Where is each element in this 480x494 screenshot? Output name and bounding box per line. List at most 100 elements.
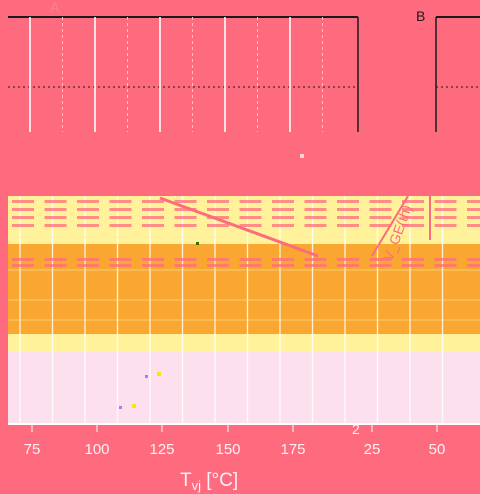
characteristic-curve-2 xyxy=(371,195,409,257)
band-yellow-lower xyxy=(8,334,480,356)
x-tick-label: 125 xyxy=(149,441,174,458)
stripe xyxy=(239,200,262,203)
stripe xyxy=(369,258,392,261)
stripe xyxy=(402,208,424,211)
stripe xyxy=(44,200,67,203)
stripe xyxy=(142,258,164,261)
stripe xyxy=(207,200,229,203)
stripe xyxy=(207,258,229,261)
stripe xyxy=(142,208,164,211)
stripe xyxy=(467,258,480,261)
stripe xyxy=(142,216,164,219)
stripe xyxy=(337,224,359,227)
stripe xyxy=(402,264,424,267)
stripe xyxy=(272,258,294,261)
stripe xyxy=(402,258,424,261)
band-orange xyxy=(8,244,480,336)
stripe xyxy=(272,200,294,203)
stripe xyxy=(44,258,67,261)
panel-marker-b: B xyxy=(416,8,425,24)
stripe xyxy=(239,224,262,227)
stripe xyxy=(12,224,34,227)
stripe xyxy=(434,264,457,267)
stripe xyxy=(272,264,294,267)
stripe xyxy=(369,208,392,211)
stripe xyxy=(402,216,424,219)
panel-marker-a: A xyxy=(50,0,60,15)
stripe xyxy=(467,224,480,227)
stripe xyxy=(174,264,197,267)
stripe xyxy=(304,216,327,219)
data-marker xyxy=(157,372,161,376)
stripe xyxy=(272,216,294,219)
data-marker xyxy=(300,154,304,158)
x-tick-label: 100 xyxy=(84,441,109,458)
stripe xyxy=(369,264,392,267)
top-panel-a: A xyxy=(8,0,359,132)
stripe xyxy=(142,200,164,203)
stripe xyxy=(174,208,197,211)
stripe xyxy=(142,264,164,267)
stripe xyxy=(337,216,359,219)
data-marker xyxy=(145,375,148,378)
stripe xyxy=(12,258,34,261)
stripe xyxy=(109,224,132,227)
main-plot: V_GE(th) xyxy=(8,154,480,425)
data-marker xyxy=(132,404,136,408)
stripe xyxy=(12,264,34,267)
stripe xyxy=(44,264,67,267)
x-tick-label: 25 xyxy=(364,441,381,458)
stripe xyxy=(402,200,424,203)
stripe xyxy=(77,264,99,267)
stripe xyxy=(337,208,359,211)
x-axis-label: Tvj [°C] xyxy=(180,470,238,493)
bottom-marker: 2 xyxy=(352,421,360,437)
stripe xyxy=(174,200,197,203)
stripe-rows xyxy=(12,200,480,267)
stripe xyxy=(434,200,457,203)
stripe xyxy=(304,224,327,227)
stripe xyxy=(207,264,229,267)
characteristic-curve xyxy=(159,196,319,258)
x-tick-label: 150 xyxy=(215,441,240,458)
stripe xyxy=(304,264,327,267)
stripe xyxy=(434,208,457,211)
x-axis-label-main: T xyxy=(180,470,192,491)
stripe xyxy=(44,224,67,227)
top-panel-a-grid xyxy=(29,17,323,132)
stripe xyxy=(207,208,229,211)
stripe xyxy=(369,216,392,219)
stripe xyxy=(434,224,457,227)
stripe xyxy=(304,258,327,261)
stripe xyxy=(304,208,327,211)
stripe xyxy=(77,200,99,203)
stripe xyxy=(12,208,34,211)
stripe xyxy=(467,216,480,219)
stripe xyxy=(467,208,480,211)
stripe xyxy=(337,258,359,261)
x-tick-label: 50 xyxy=(429,441,446,458)
stripe xyxy=(44,208,67,211)
stripe xyxy=(12,200,34,203)
band-pink xyxy=(8,352,480,424)
stripe xyxy=(239,208,262,211)
stripe xyxy=(467,200,480,203)
stripe xyxy=(77,224,99,227)
stripe xyxy=(272,224,294,227)
stripe xyxy=(174,224,197,227)
x-tick-label: 75 xyxy=(24,441,41,458)
x-axis-label-sub: vj xyxy=(192,478,202,493)
stripe xyxy=(239,264,262,267)
stripe xyxy=(174,216,197,219)
x-axis-label-unit: [°C] xyxy=(201,470,238,491)
stripe xyxy=(467,264,480,267)
stripe xyxy=(369,200,392,203)
stripe xyxy=(207,224,229,227)
stripe xyxy=(44,216,67,219)
stripe xyxy=(434,216,457,219)
stripe xyxy=(337,200,359,203)
stripe xyxy=(402,224,424,227)
stripe xyxy=(369,224,392,227)
stripe xyxy=(434,258,457,261)
